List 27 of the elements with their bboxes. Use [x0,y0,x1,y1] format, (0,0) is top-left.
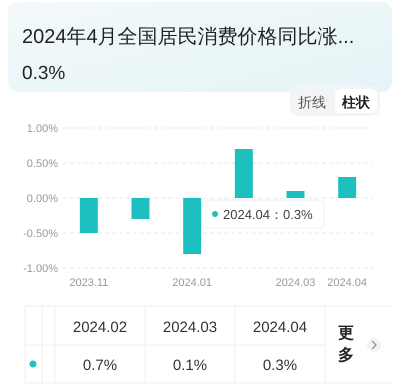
x-tick-label: 2024.03 [276,277,316,289]
chart-subtitle: 0.3% [22,63,66,84]
bar [132,198,150,219]
bar [183,198,202,254]
x-tick-label: 2024.01 [172,277,212,289]
y-tick-label: 1.00% [26,123,58,135]
bar [80,198,98,233]
text: 2024.03 [162,319,218,336]
y-tick-label: 0.00% [26,193,58,205]
text: 2024.02 [72,319,128,336]
bar [338,177,356,198]
text: 柱状 [341,94,371,110]
text: 0.1% [172,357,208,374]
text: 0.7% [82,357,118,374]
text: 0.3% [262,357,298,374]
bar [286,191,304,198]
text: 更多 [338,325,354,364]
x-tick-label: 2023.11 [69,277,108,289]
annotation: 2024.04：0.3% [223,207,314,222]
y-tick-label: 0.50% [26,158,58,170]
text: 2024.04 [252,319,308,336]
bar [234,149,253,198]
chart-title: 2024年4月全国居民消费价格同比涨... [22,26,354,48]
text: 折线 [298,94,326,110]
y-tick-label: -0.50% [23,228,58,240]
y-tick-label: -1.00% [23,263,58,275]
x-tick-label: 2024.04 [327,277,368,289]
